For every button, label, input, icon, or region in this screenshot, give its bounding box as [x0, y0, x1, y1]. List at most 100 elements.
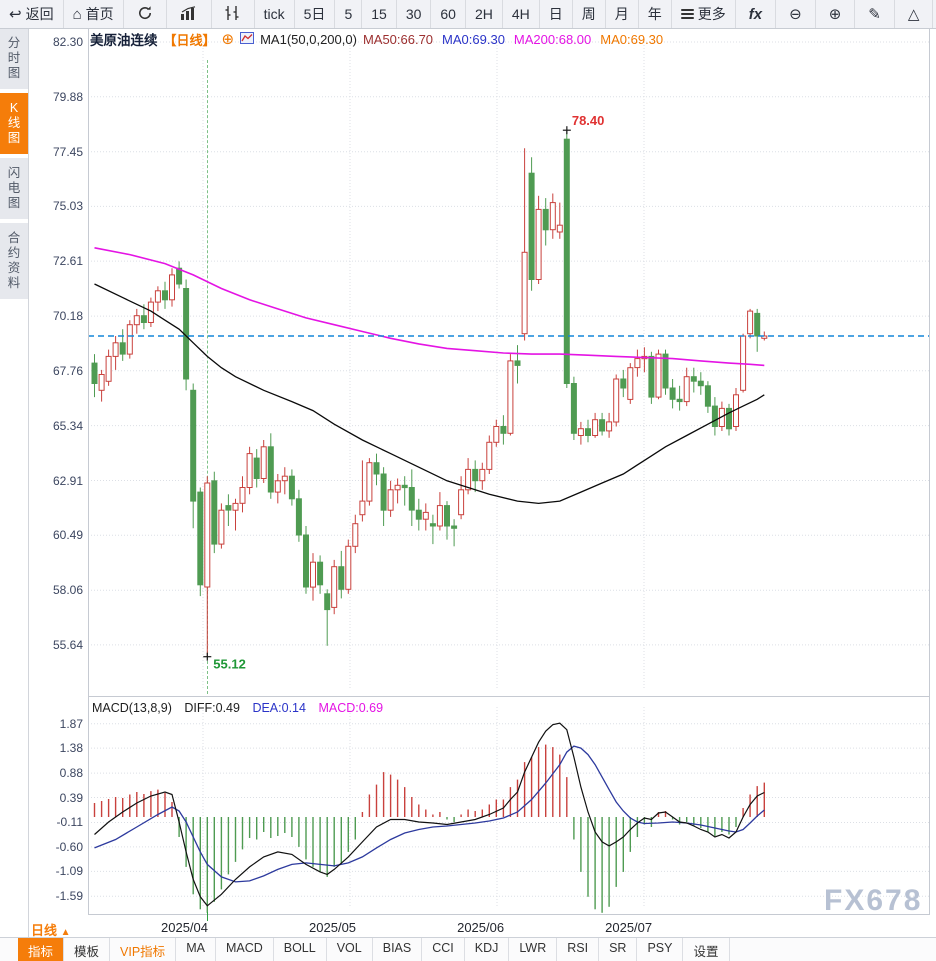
ma200-line — [94, 247, 765, 367]
toolbar-week-label: 周 — [581, 6, 596, 22]
svg-text:55.12: 55.12 — [213, 657, 246, 672]
toolbar-zoom-in-button[interactable]: ⊕ — [816, 0, 856, 28]
macd-axis-label: -1.59 — [55, 889, 83, 904]
toolbar-min60-label: 60 — [440, 6, 456, 22]
back-arrow-icon: ↩ — [9, 5, 22, 23]
ma-values: MA50:66.70 MA0:69.30 MA200:68.00 MA0:69.30 — [363, 32, 672, 47]
toolbar-year[interactable]: 年 — [639, 0, 672, 28]
toolbar-min15-label: 15 — [371, 6, 387, 22]
macd-header: MACD(13,8,9) DIFF:0.49 DEA:0.14 MACD:0.6… — [92, 701, 392, 715]
macd-axis-label: 1.87 — [59, 716, 83, 731]
ma50-line — [94, 283, 765, 505]
toolbar-month[interactable]: 月 — [606, 0, 639, 28]
toolbar-zoom-out-button[interactable]: ⊖ — [776, 0, 816, 28]
macd-borders — [88, 697, 930, 915]
toolbar-bar-chart-button[interactable] — [167, 0, 212, 28]
toolbar-more-label: 更多 — [697, 6, 726, 22]
main-chart-canvas[interactable]: 78.40 55.12 — [88, 28, 936, 697]
footer-tab-settings[interactable]: 设置 — [683, 938, 730, 961]
toolbar-shapes-button[interactable]: △ — [895, 0, 934, 28]
footer-tab-vip-indicator[interactable]: VIP指标 — [110, 938, 177, 961]
chart-header: 美原油连续 【日线】 ⊕ MA1(50,0,200,0) MA50:66.70 M… — [90, 29, 672, 49]
triangle-icon: △ — [907, 5, 920, 23]
toolbar-home[interactable]: ⌂ 首页 — [64, 0, 124, 28]
ma-value-label: MA0:69.30 — [600, 31, 664, 47]
macd-dea-value: DEA:0.14 — [252, 701, 306, 715]
toolbar-home-label: 首页 — [85, 6, 114, 22]
toolbar-back[interactable]: ↩ 返回 — [0, 0, 64, 28]
footer-tab-cci[interactable]: CCI — [422, 938, 465, 961]
toolbar-refresh-button[interactable] — [124, 0, 167, 28]
toolbar-day[interactable]: 日 — [540, 0, 573, 28]
toolbar-h2-label: 2H — [474, 6, 493, 22]
macd-axis-label: 1.38 — [59, 741, 83, 756]
macd-diff-value: DIFF:0.49 — [184, 701, 240, 715]
price-axis-label: 75.03 — [52, 199, 83, 214]
footer-tab-template[interactable]: 模板 — [64, 938, 111, 961]
candle-chart-icon — [225, 5, 241, 23]
footer-tab-boll[interactable]: BOLL — [274, 938, 327, 961]
toolbar-5d[interactable]: 5日 — [295, 0, 336, 28]
toolbar-tick-label: tick — [263, 6, 285, 22]
toolbar-month-label: 月 — [614, 6, 629, 22]
sidebar-tab-contract-info[interactable]: 合约资料 — [0, 223, 28, 299]
price-axis-label: 58.06 — [52, 583, 83, 598]
footer-tab-vol[interactable]: VOL — [327, 938, 373, 961]
footer-tab-macd[interactable]: MACD — [216, 938, 274, 961]
footer-tab-indicator[interactable]: 指标 — [18, 938, 65, 961]
footer-tab-sr[interactable]: SR — [599, 938, 638, 961]
toolbar-h4-label: 4H — [511, 6, 530, 22]
toolbar-fx-button[interactable]: fx — [736, 0, 777, 28]
x-axis-label: 2025/06 — [457, 920, 505, 935]
toolbar-min30[interactable]: 30 — [397, 0, 432, 28]
toolbar-tick[interactable]: tick — [255, 0, 295, 28]
high-annotation: 78.40 — [562, 113, 604, 135]
footer-tab-psy[interactable]: PSY — [637, 938, 684, 961]
toolbar-min15[interactable]: 15 — [362, 0, 397, 28]
macd-histogram — [93, 744, 765, 913]
top-toolbar: ↩ 返回 ⌂ 首页 tick 5日 5 15 30 60 2H 4H 日 周 月年 更多 fx ⊖ ⊕ ✎ △ — [0, 0, 936, 29]
price-axis-label: 62.91 — [52, 473, 83, 488]
macd-chart-canvas[interactable] — [88, 697, 936, 915]
panel-borders — [88, 28, 930, 697]
toolbar-candle-chart-button[interactable] — [212, 0, 255, 28]
footer-tab-rsi[interactable]: RSI — [557, 938, 600, 961]
pencil-icon: ✎ — [868, 5, 881, 23]
sidebar-tab-time-chart[interactable]: 分时图 — [0, 28, 28, 89]
x-axis-label: 2025/04 — [161, 920, 208, 935]
low-date-tick — [207, 912, 208, 921]
refresh-icon — [137, 5, 153, 24]
toolbar-day-label: 日 — [548, 6, 563, 22]
toolbar-h2[interactable]: 2H — [466, 0, 503, 28]
macd-axis-label: -0.11 — [56, 815, 83, 830]
footer-tab-ma[interactable]: MA — [176, 938, 216, 961]
toolbar-h4[interactable]: 4H — [503, 0, 540, 28]
period-tag: 【日线】 — [163, 32, 216, 48]
toolbar-min5-label: 5 — [344, 6, 353, 22]
toolbar-5d-label: 5日 — [303, 6, 326, 22]
macd-axis-label: 0.88 — [59, 766, 83, 781]
toolbar-min5[interactable]: 5 — [335, 0, 363, 28]
dea-line — [94, 745, 765, 883]
add-indicator-icon[interactable]: ⊕ — [221, 30, 235, 48]
macd-axis-label: 0.39 — [59, 790, 83, 805]
fx-icon: fx — [748, 5, 763, 23]
footer-tab-kdj[interactable]: KDJ — [465, 938, 510, 961]
toolbar-more[interactable]: 更多 — [672, 0, 736, 28]
toolbar-min60[interactable]: 60 — [431, 0, 466, 28]
period-selector[interactable]: 日线 ▲ — [31, 923, 71, 938]
x-axis-label: 2025/05 — [309, 920, 357, 935]
price-axis-label: 79.88 — [52, 89, 83, 104]
bar-chart-icon — [180, 5, 198, 23]
price-axis-label: 65.34 — [52, 418, 83, 433]
sidebar-tab-lightning-chart[interactable]: 闪电图 — [0, 158, 28, 219]
toolbar-draw-button[interactable]: ✎ — [855, 0, 895, 28]
x-axis-label: 2025/07 — [605, 920, 653, 935]
footer-tab-lwr[interactable]: LWR — [509, 938, 558, 961]
footer-tab-bias[interactable]: BIAS — [373, 938, 423, 961]
toolbar-week[interactable]: 周 — [573, 0, 606, 28]
watermark: FX678 — [824, 884, 923, 917]
